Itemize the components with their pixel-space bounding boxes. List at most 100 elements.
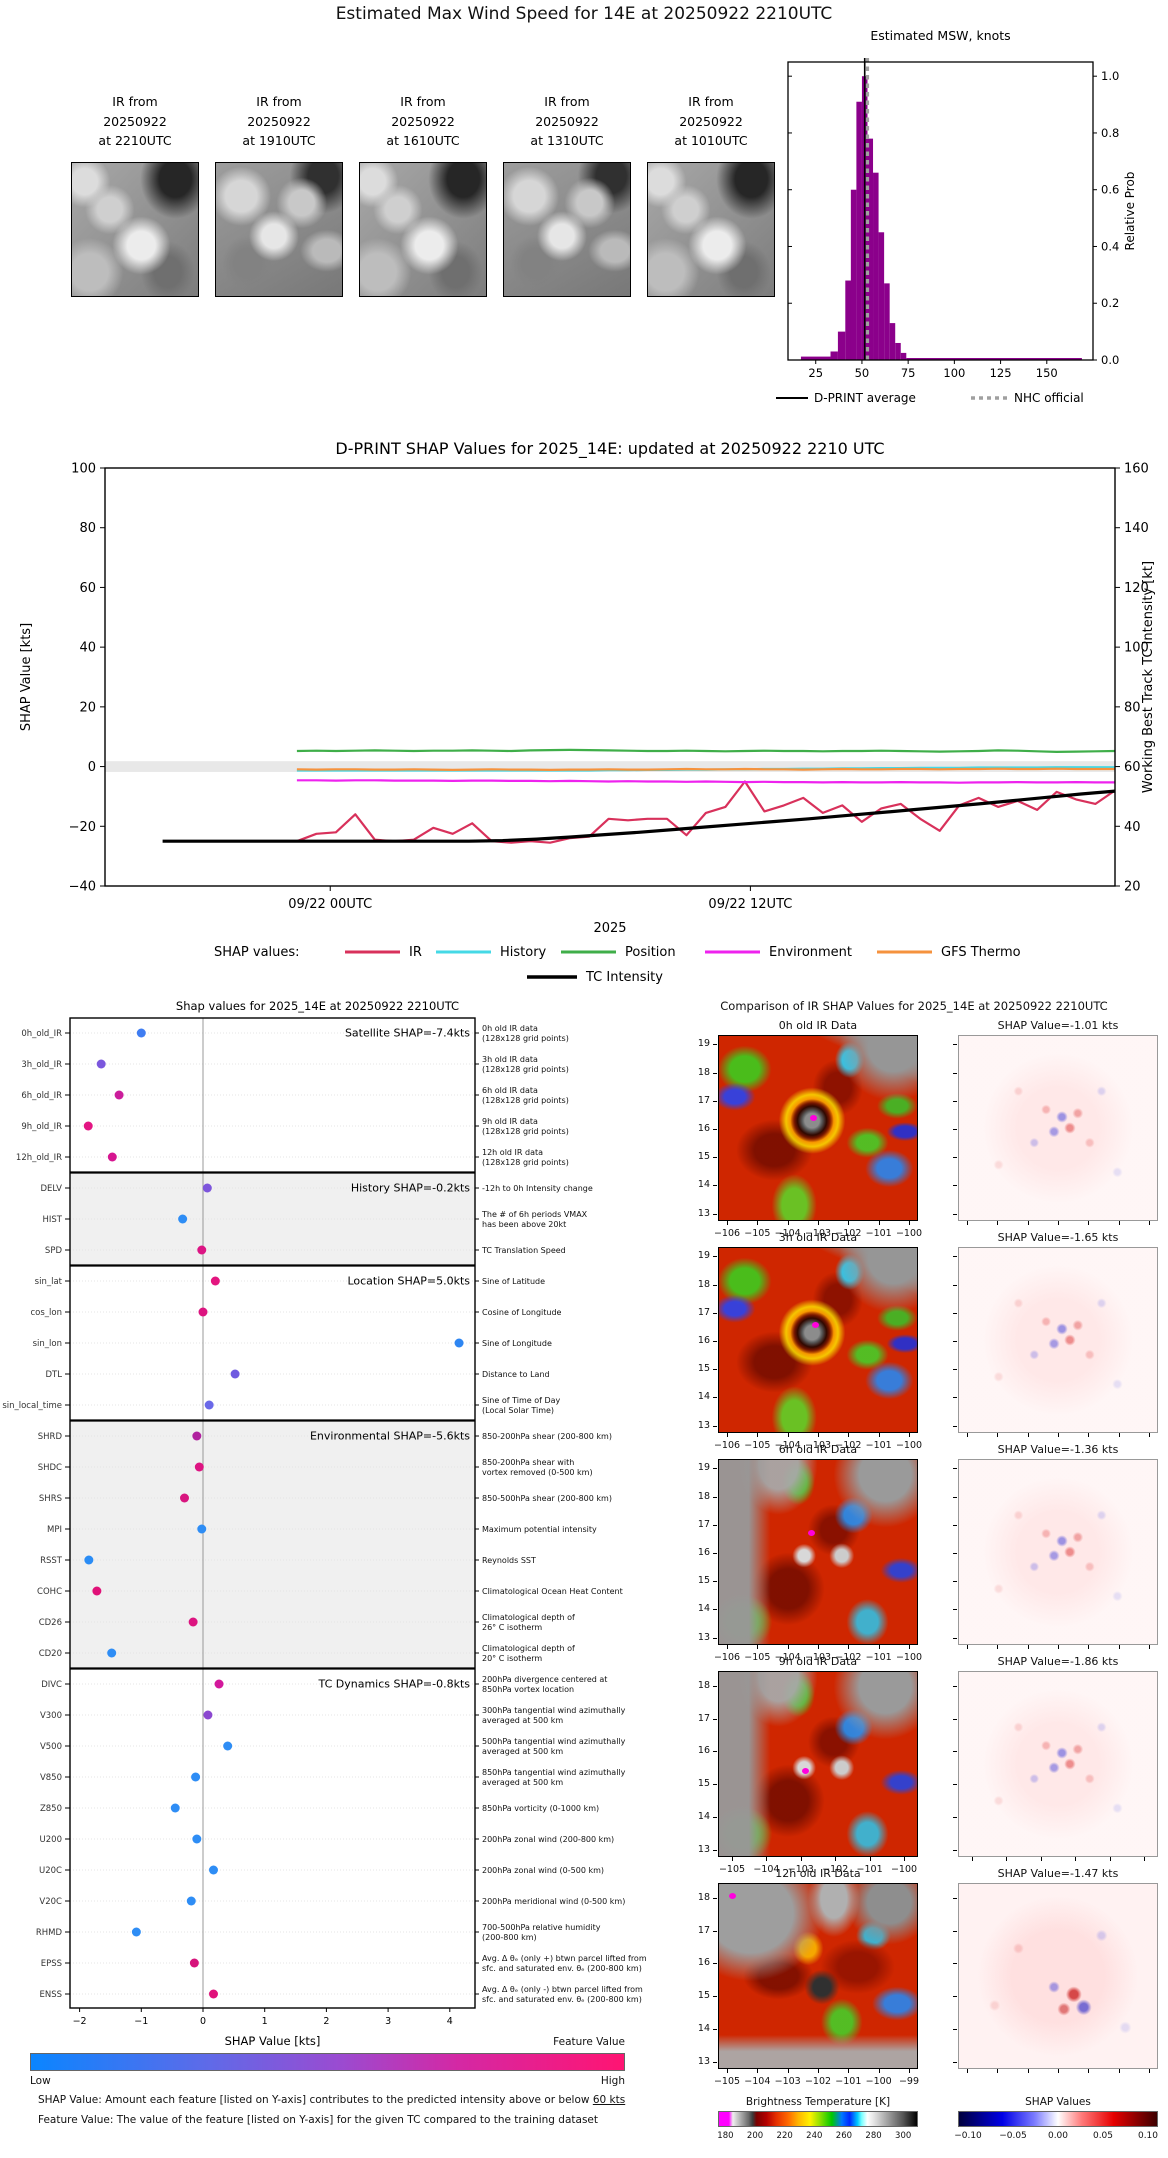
section-header: Location SHAP=5.0kts	[347, 1275, 470, 1288]
map-x-tick	[1058, 1645, 1059, 1649]
shap-dot	[192, 1431, 202, 1441]
map-y-tick-label: 14	[697, 1810, 710, 1822]
map-x-tick	[878, 1433, 880, 1437]
ir-heatmap	[718, 1671, 918, 1857]
feature-label: U200	[40, 1835, 62, 1845]
map-y-tick	[953, 1468, 957, 1470]
legend-label: NHC official	[1014, 391, 1084, 405]
shap-dot	[197, 1245, 207, 1255]
feature-desc: Reynolds SST	[482, 1556, 536, 1565]
shap-dot	[107, 1648, 117, 1658]
map-x-tick-label: −103	[804, 1652, 832, 1663]
map-x-tick	[848, 2069, 850, 2073]
bt-tick-label: 260	[835, 2131, 853, 2141]
map-y-tick	[953, 1784, 957, 1786]
timeseries-title: D-PRINT SHAP Values for 2025_14E: update…	[335, 439, 884, 459]
feature-desc: averaged at 500 km	[482, 1778, 563, 1787]
map-x-tick	[997, 1221, 999, 1225]
y-tick-label: 0.0	[1101, 353, 1119, 367]
y-tick-label: 100	[71, 462, 96, 477]
section-shading	[70, 1420, 475, 1669]
shap-feature-panel: Shap values for 2025_14E at 20250922 221…	[0, 995, 660, 2158]
map-y-tick	[713, 1369, 717, 1371]
caption-line: at 2210UTC	[98, 133, 172, 148]
map-y-tick	[713, 1930, 717, 1932]
feature-desc: (128x128 grid points)	[482, 1096, 569, 1105]
map-y-tick	[713, 1496, 717, 1498]
section-header: History SHAP=-0.2kts	[351, 1182, 470, 1195]
feature-label: ENSS	[39, 1990, 62, 2000]
feature-desc: Distance to Land	[482, 1370, 550, 1379]
map-y-tick	[713, 2061, 717, 2063]
map-x-tick	[757, 1433, 759, 1437]
map-y-tick	[713, 1784, 717, 1786]
ir-shap-comparison-panel: Comparison of IR SHAP Values for 2025_14…	[660, 995, 1168, 2158]
map-y-tick	[953, 1524, 957, 1526]
y-tick-label: 80	[79, 521, 96, 536]
shap-dot	[208, 1865, 218, 1875]
map-y-tick	[953, 1340, 957, 1342]
x-tick-label: 0	[200, 2016, 206, 2027]
shap-dot	[170, 1803, 180, 1813]
msw-histogram-panel: Estimated MSW, knots 25 50 75 100 125 150 0.0 0.…	[766, 24, 1168, 416]
feature-desc: (128x128 grid points)	[482, 1158, 569, 1167]
ir-thumbnail-caption: IR from 20250922 at 1910UTC	[214, 92, 344, 151]
map-x-tick-label: −102	[835, 1652, 862, 1663]
y-tick-label: 20	[1124, 880, 1141, 895]
map-x-tick	[727, 1433, 728, 1437]
map-x-tick	[787, 1221, 789, 1225]
map-y-tick	[953, 1930, 957, 1932]
map-x-tick-label: −103	[804, 1440, 832, 1451]
map-y-tick	[953, 1044, 957, 1046]
caption-line: 20250922	[679, 113, 743, 129]
feature-desc: sfc. and saturated env. θₑ (200-800 km)	[482, 1964, 642, 1973]
feature-desc: Sine of Time of Day	[482, 1396, 561, 1405]
caption-line: at 1610UTC	[386, 133, 460, 148]
shap-dot	[208, 1989, 218, 1999]
bt-tick-label: 220	[776, 2131, 793, 2141]
legend-label: TC Intensity	[585, 970, 663, 985]
map-x-tick	[1088, 1433, 1090, 1437]
series-tc-intensity	[162, 789, 1116, 843]
shap-value-title: SHAP Value=-1.47 kts	[997, 1867, 1119, 1880]
x-axis-label: 2025	[593, 921, 626, 936]
map-y-tick	[953, 1996, 957, 1998]
feature-label: Z850	[40, 1804, 62, 1814]
map-x-tick	[1118, 1221, 1120, 1225]
ir-thumbnail: IR from 20250922 at 2210UTC	[70, 92, 200, 302]
map-y-tick-label: 18	[697, 1891, 710, 1903]
map-y-tick	[953, 1897, 957, 1899]
feature-desc: 850hPa vorticity (0-1000 km)	[482, 1804, 599, 1813]
ir-data-title: 6h old IR Data	[778, 1443, 858, 1456]
shap-dot	[179, 1493, 189, 1503]
map-x-tick-label: −102	[804, 2076, 832, 2087]
map-y-tick-label: 14	[697, 2022, 710, 2034]
shap-dot	[210, 1276, 220, 1286]
series-ir	[296, 780, 1116, 844]
legend-label: IR	[409, 945, 422, 960]
series-gfs-thermo	[296, 767, 1115, 771]
footnote-underlined: 60 kts	[592, 2094, 626, 2106]
map-x-tick	[967, 1645, 968, 1649]
map-x-tick	[1040, 1857, 1042, 1861]
plot-frame	[104, 467, 1116, 887]
section-shading	[70, 1172, 475, 1266]
map-x-tick-label: −105	[744, 1228, 771, 1239]
map-y-tick-label: 15	[697, 1778, 710, 1790]
feature-label: CD20	[39, 1649, 62, 1659]
feature-label: V500	[40, 1742, 62, 1752]
map-y-tick-label: 19	[697, 1038, 710, 1050]
map-y-tick-label: 19	[697, 1250, 710, 1262]
map-y-tick-label: 13	[697, 1207, 710, 1219]
feature-label: 9h_old_IR	[21, 1122, 62, 1132]
map-x-tick-label: −100	[890, 1864, 918, 1875]
map-y-tick	[953, 1637, 957, 1639]
map-x-tick	[848, 1433, 850, 1437]
map-y-tick	[713, 1849, 717, 1851]
map-y-tick	[953, 1581, 957, 1583]
plot-frame	[69, 1017, 476, 2009]
feature-desc: averaged at 500 km	[482, 1716, 563, 1725]
shap-timeseries-panel: D-PRINT SHAP Values for 2025_14E: update…	[0, 428, 1168, 1003]
ir-thumbnail: IR from 20250922 at 1910UTC	[214, 92, 344, 302]
shap-colorbar-title: SHAP Values	[1025, 2096, 1091, 2108]
